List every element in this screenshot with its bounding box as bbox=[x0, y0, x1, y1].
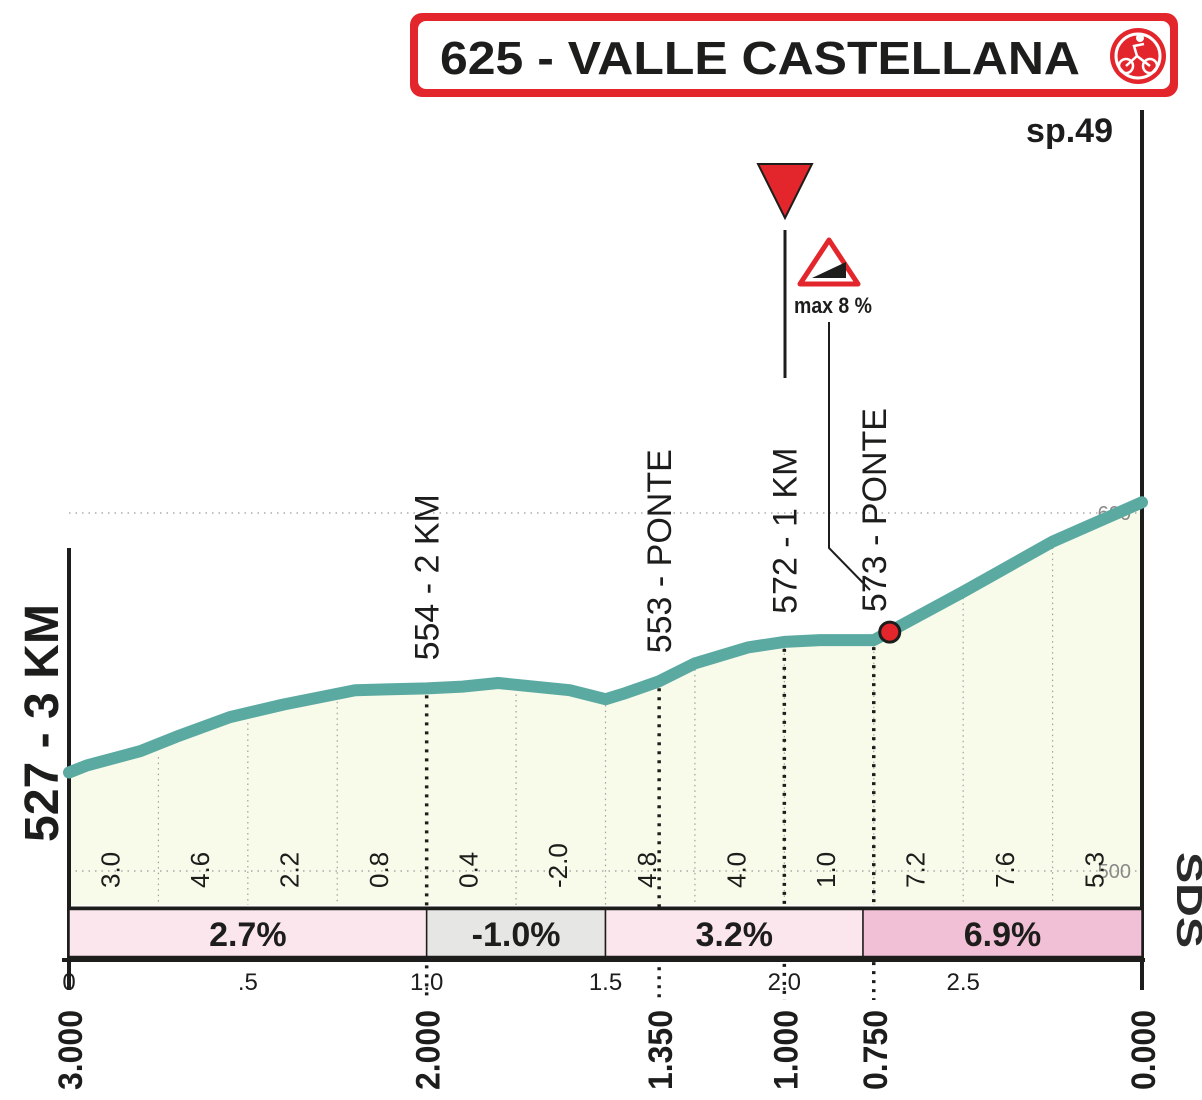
brand-logo: SDS bbox=[1169, 852, 1202, 948]
start-label: 527 - 3 KM bbox=[16, 604, 69, 842]
gradient-band-label: 6.9% bbox=[964, 916, 1042, 954]
distance-to-go-label: 2.000 bbox=[410, 1010, 448, 1090]
chart-title: 625 - VALLE CASTELLANA bbox=[440, 32, 1080, 84]
distance-to-go-label: 0.000 bbox=[1125, 1010, 1163, 1090]
max-gradient-label: max 8 % bbox=[794, 293, 872, 318]
summit-marker bbox=[756, 163, 814, 378]
gradient-band bbox=[862, 908, 1143, 958]
km-tick-label: 1.0 bbox=[410, 969, 443, 996]
waypoint-label: 573 - PONTE bbox=[856, 408, 894, 612]
segment-slope-label: 4.6 bbox=[185, 852, 215, 888]
segment-slope-label: 0.4 bbox=[453, 852, 483, 888]
distance-to-go-label: 1.000 bbox=[767, 1010, 805, 1090]
km-tick-label: .5 bbox=[238, 969, 258, 996]
segment-slope-label: 2.2 bbox=[275, 852, 305, 888]
segment-slope-label: 5.3 bbox=[1079, 852, 1109, 888]
gradient-band-label: -1.0% bbox=[472, 916, 561, 954]
distance-to-go-label: 3.000 bbox=[52, 1010, 90, 1090]
km-tick-label: 2.0 bbox=[768, 969, 801, 996]
km-tick-label: 2.5 bbox=[946, 969, 979, 996]
km-tick-label: 1.5 bbox=[589, 969, 622, 996]
gradient-band bbox=[68, 908, 428, 958]
gradient-band bbox=[425, 908, 607, 958]
km-tick-label: 0 bbox=[62, 969, 75, 996]
gradient-band-label: 2.7% bbox=[209, 916, 287, 954]
cyclist-icon bbox=[1110, 28, 1166, 84]
finish-road-label: sp.49 bbox=[1026, 112, 1113, 150]
segment-slope-label: 4.8 bbox=[632, 852, 662, 888]
segment-slope-label: 4.0 bbox=[722, 852, 752, 888]
segment-slope-label: 0.8 bbox=[364, 852, 394, 888]
gradient-band-label: 3.2% bbox=[696, 916, 774, 954]
title-banner: 625 - VALLE CASTELLANA bbox=[410, 13, 1178, 97]
bridge-point bbox=[878, 620, 902, 644]
segment-slope-label: 3.0 bbox=[96, 852, 126, 888]
segment-slope-label: 1.0 bbox=[811, 852, 841, 888]
distance-to-go-label: 1.350 bbox=[642, 1010, 680, 1090]
waypoint-label: 554 - 2 KM bbox=[409, 494, 447, 660]
segment-slope-label: 7.6 bbox=[990, 852, 1020, 888]
profile-line bbox=[63, 496, 1148, 779]
waypoint-label: 572 - 1 KM bbox=[766, 448, 804, 614]
distance-to-go-label: 0.750 bbox=[857, 1010, 895, 1090]
segment-slope-label: 7.2 bbox=[900, 852, 930, 888]
segment-slope-label: -2.0 bbox=[543, 843, 573, 888]
gradient-band bbox=[604, 908, 864, 958]
elevation-label: 500 bbox=[1098, 861, 1131, 883]
waypoint-label: 553 - PONTE bbox=[641, 449, 679, 653]
max-gradient-sign: max 8 % bbox=[794, 237, 872, 591]
